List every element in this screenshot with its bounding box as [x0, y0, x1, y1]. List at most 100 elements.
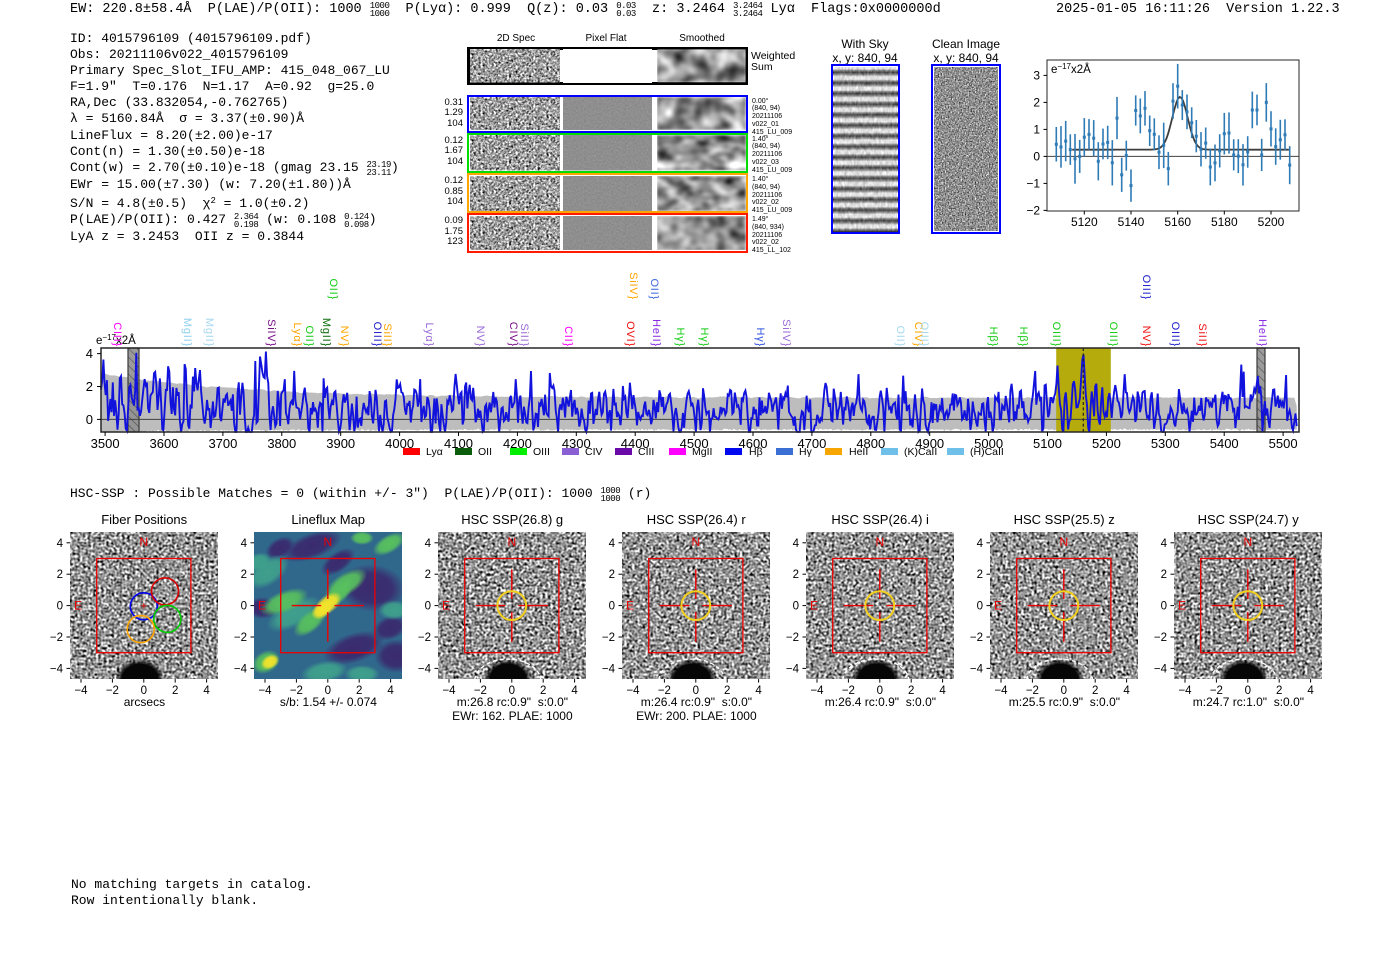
svg-text:0: 0 [977, 600, 983, 612]
svg-text:4600: 4600 [739, 436, 768, 451]
svg-text:−4: −4 [602, 663, 616, 675]
svg-text:4500: 4500 [680, 436, 709, 451]
svg-text:0: 0 [509, 685, 515, 697]
svg-text:5500: 5500 [1269, 436, 1298, 451]
svg-text:−2: −2 [234, 632, 247, 644]
svg-text:5120: 5120 [1071, 215, 1098, 229]
svg-text:−4: −4 [50, 663, 64, 675]
svg-text:−4: −4 [786, 663, 800, 675]
svg-text:e−17x2Å: e−17x2Å [1051, 62, 1091, 77]
svg-text:N: N [140, 535, 149, 549]
svg-text:4700: 4700 [797, 436, 826, 451]
svg-text:4: 4 [1308, 685, 1315, 697]
svg-text:−4: −4 [970, 663, 984, 675]
svg-text:0: 0 [1033, 149, 1040, 163]
svg-text:0: 0 [1245, 685, 1251, 697]
svg-text:4: 4 [204, 685, 211, 697]
svg-text:E: E [258, 598, 266, 612]
svg-text:E: E [626, 598, 634, 612]
svg-text:−2: −2 [106, 685, 119, 697]
svg-text:3500: 3500 [91, 436, 120, 451]
svg-text:3900: 3900 [326, 436, 355, 451]
svg-text:4100: 4100 [444, 436, 473, 451]
svg-text:2: 2 [1092, 685, 1098, 697]
svg-text:2: 2 [724, 685, 730, 697]
svg-text:N: N [324, 535, 333, 549]
svg-text:4: 4 [388, 685, 395, 697]
svg-text:−4: −4 [1154, 663, 1168, 675]
svg-text:−4: −4 [75, 685, 89, 697]
svg-text:4900: 4900 [915, 436, 944, 451]
svg-text:5160: 5160 [1164, 215, 1191, 229]
svg-text:0: 0 [609, 600, 615, 612]
svg-text:5180: 5180 [1211, 215, 1238, 229]
svg-text:1: 1 [1033, 122, 1040, 136]
svg-text:4: 4 [425, 537, 432, 549]
svg-text:4: 4 [241, 537, 248, 549]
svg-text:5200: 5200 [1092, 436, 1121, 451]
svg-text:4: 4 [1161, 537, 1168, 549]
svg-text:−4: −4 [418, 663, 432, 675]
svg-text:N: N [692, 535, 701, 549]
svg-text:4: 4 [1124, 685, 1131, 697]
svg-text:5300: 5300 [1151, 436, 1180, 451]
svg-text:0: 0 [877, 685, 883, 697]
svg-text:E: E [1178, 598, 1186, 612]
svg-text:4: 4 [609, 537, 616, 549]
svg-text:2: 2 [57, 569, 63, 581]
svg-text:2: 2 [1033, 95, 1040, 109]
svg-text:0: 0 [425, 600, 431, 612]
svg-text:4800: 4800 [856, 436, 885, 451]
svg-text:4400: 4400 [621, 436, 650, 451]
svg-text:−4: −4 [234, 663, 248, 675]
svg-text:4: 4 [977, 537, 984, 549]
svg-text:N: N [1244, 535, 1253, 549]
svg-text:0: 0 [241, 600, 247, 612]
svg-text:4000: 4000 [385, 436, 414, 451]
svg-text:2: 2 [908, 685, 914, 697]
svg-text:E: E [994, 598, 1002, 612]
svg-text:−2: −2 [602, 632, 615, 644]
svg-text:−2: −2 [658, 685, 671, 697]
svg-text:−2: −2 [970, 632, 983, 644]
svg-text:2: 2 [793, 569, 799, 581]
svg-text:−2: −2 [1026, 685, 1039, 697]
svg-text:4200: 4200 [503, 436, 532, 451]
svg-text:N: N [876, 535, 885, 549]
svg-text:5000: 5000 [974, 436, 1003, 451]
svg-text:N: N [1060, 535, 1069, 549]
svg-text:4: 4 [57, 537, 64, 549]
svg-text:4300: 4300 [562, 436, 591, 451]
svg-text:−4: −4 [1179, 685, 1193, 697]
svg-text:N: N [508, 535, 517, 549]
svg-text:2: 2 [977, 569, 983, 581]
svg-text:0: 0 [325, 685, 331, 697]
svg-text:+: + [141, 600, 147, 612]
svg-text:E: E [74, 598, 82, 612]
svg-text:−1: −1 [1026, 176, 1040, 190]
svg-text:−2: −2 [842, 685, 855, 697]
svg-text:0: 0 [1061, 685, 1067, 697]
svg-text:3800: 3800 [267, 436, 296, 451]
svg-text:2: 2 [1276, 685, 1282, 697]
svg-text:0: 0 [86, 412, 93, 427]
svg-text:5140: 5140 [1118, 215, 1145, 229]
svg-text:2: 2 [86, 379, 93, 394]
svg-text:2: 2 [1161, 569, 1167, 581]
svg-text:−4: −4 [811, 685, 825, 697]
svg-text:2: 2 [425, 569, 431, 581]
svg-text:2: 2 [241, 569, 247, 581]
svg-text:4: 4 [756, 685, 763, 697]
svg-text:4: 4 [86, 346, 93, 361]
svg-text:E: E [442, 598, 450, 612]
svg-text:0: 0 [57, 600, 63, 612]
svg-text:−2: −2 [290, 685, 303, 697]
svg-text:2: 2 [356, 685, 362, 697]
svg-text:−4: −4 [443, 685, 457, 697]
svg-text:3600: 3600 [150, 436, 179, 451]
svg-text:−4: −4 [259, 685, 273, 697]
svg-text:−2: −2 [50, 632, 63, 644]
svg-text:5400: 5400 [1210, 436, 1239, 451]
svg-text:−4: −4 [995, 685, 1009, 697]
svg-text:0: 0 [693, 685, 699, 697]
